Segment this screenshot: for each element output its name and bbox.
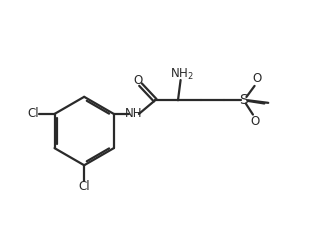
Text: Cl: Cl [27, 107, 39, 120]
Text: NH$_2$: NH$_2$ [170, 67, 194, 82]
Text: NH: NH [125, 107, 143, 120]
Text: O: O [250, 115, 259, 128]
Text: Cl: Cl [78, 180, 90, 193]
Text: S: S [239, 93, 248, 107]
Text: O: O [252, 72, 261, 85]
Text: O: O [133, 74, 143, 87]
